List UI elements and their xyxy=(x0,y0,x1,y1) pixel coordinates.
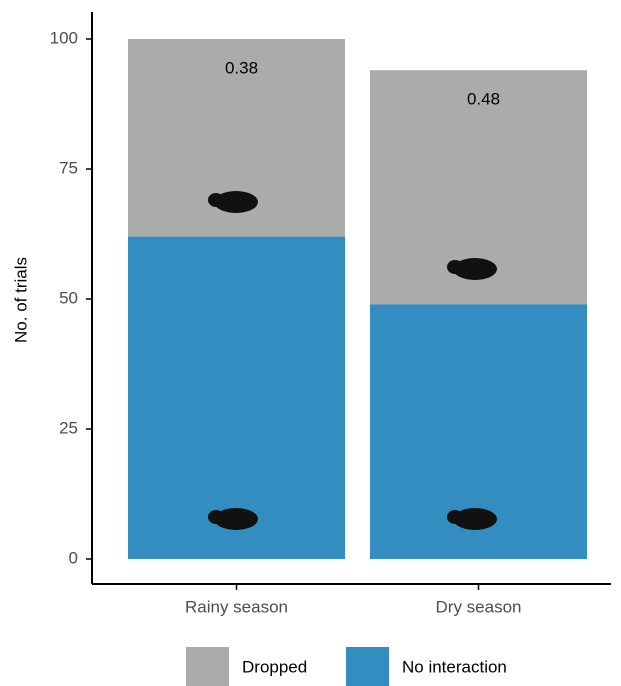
y-tick-label: 0 xyxy=(69,548,78,567)
beetle-icon xyxy=(208,193,224,207)
beetle-icon xyxy=(453,508,497,530)
annotation: 0.38 xyxy=(225,58,258,77)
beetle-icon xyxy=(453,258,497,280)
legend-label: Dropped xyxy=(242,657,307,676)
beetle-icon xyxy=(214,508,258,530)
beetle-icon xyxy=(208,510,224,524)
legend-swatch xyxy=(346,647,389,686)
y-tick-label: 25 xyxy=(59,418,78,437)
x-tick-label: Dry season xyxy=(436,597,522,616)
legend-label: No interaction xyxy=(402,657,507,676)
annotation: 0.48 xyxy=(467,90,500,109)
y-tick-label: 50 xyxy=(59,288,78,307)
legend-swatch xyxy=(186,647,229,686)
beetle-icon xyxy=(447,510,463,524)
y-tick-label: 100 xyxy=(50,28,78,47)
y-axis-label: No. of trials xyxy=(11,257,30,343)
beetle-icon xyxy=(447,260,463,274)
bar-segment xyxy=(128,236,345,559)
x-tick-label: Rainy season xyxy=(185,597,288,616)
beetle-icon xyxy=(214,191,258,213)
y-tick-label: 75 xyxy=(59,158,78,177)
